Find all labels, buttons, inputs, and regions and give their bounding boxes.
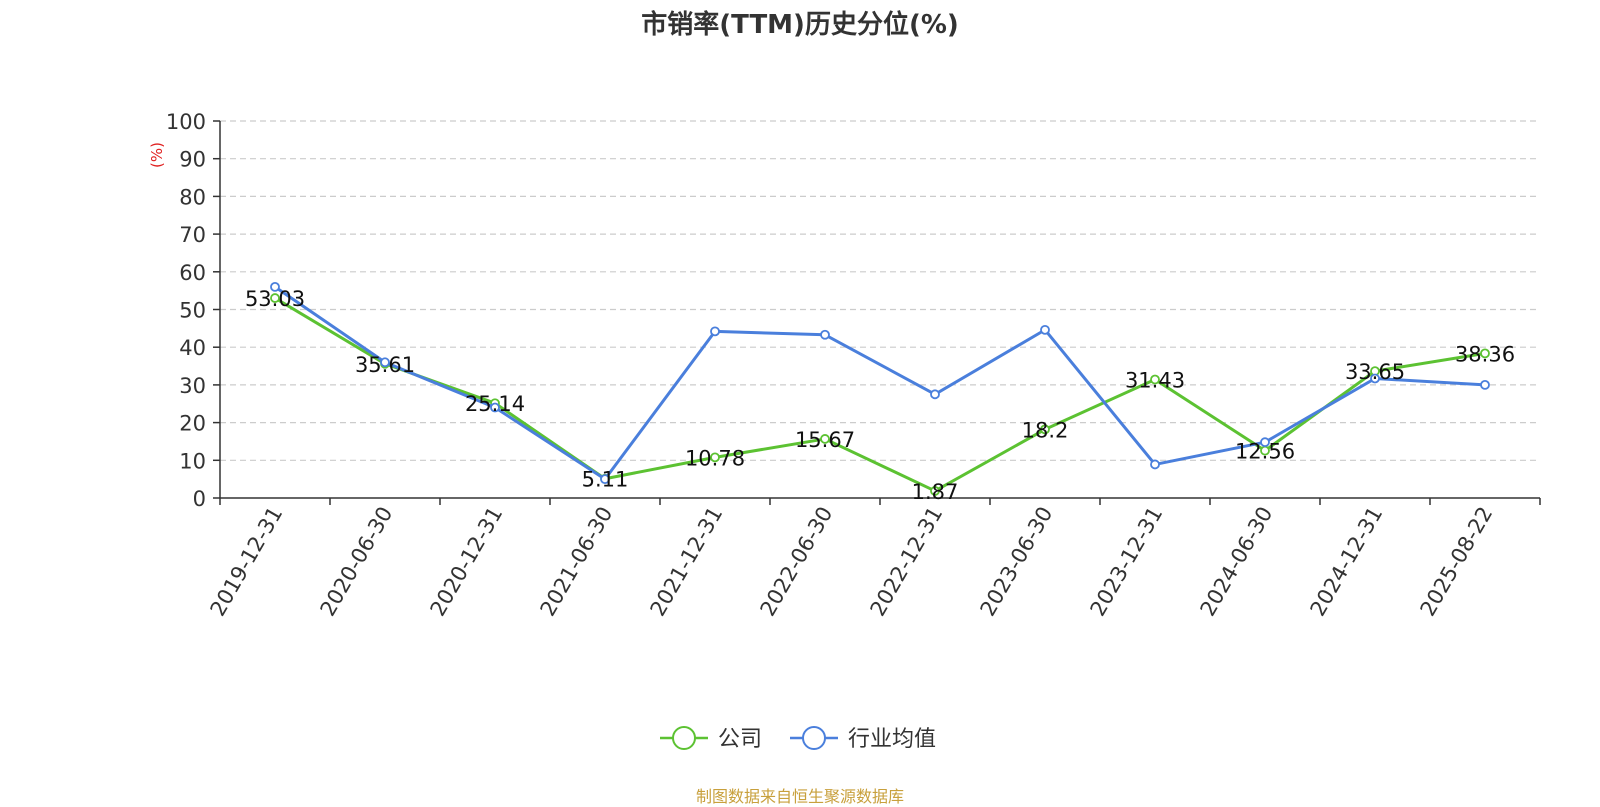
y-tick-label: 0 <box>193 487 206 511</box>
data-point[interactable] <box>490 402 500 413</box>
legend-marker <box>672 726 696 750</box>
data-label: 15.67 <box>795 428 855 452</box>
legend-label: 行业均值 <box>848 727 936 752</box>
legend-label: 公司 <box>718 727 762 752</box>
x-tick-label: 2021-12-31 <box>646 503 728 621</box>
x-tick-label: 2021-06-30 <box>536 503 618 621</box>
series-line-0 <box>274 296 1486 493</box>
data-point[interactable] <box>1370 373 1380 384</box>
data-point[interactable] <box>1480 379 1490 390</box>
y-tick-label: 100 <box>166 110 206 134</box>
gridlines <box>220 120 1540 461</box>
x-tick-label: 2019-12-31 <box>206 503 288 621</box>
data-label: 33.65 <box>1345 360 1405 384</box>
data-label: 35.61 <box>355 353 415 377</box>
data-point[interactable] <box>600 474 610 485</box>
data-point[interactable] <box>710 326 720 337</box>
y-axis: 0 10 20 30 40 50 60 70 80 90 100 <box>166 110 221 511</box>
y-tick-label: 40 <box>179 336 206 360</box>
data-point[interactable] <box>930 486 940 496</box>
x-tick-label: 2022-06-30 <box>756 503 838 621</box>
data-label: 1.87 <box>912 480 959 504</box>
data-label: 18.2 <box>1022 418 1069 442</box>
data-point[interactable] <box>710 452 720 463</box>
data-point[interactable] <box>380 357 390 368</box>
x-tick-label: 2022-12-31 <box>866 503 948 621</box>
x-tick-label: 2024-12-31 <box>1306 503 1388 621</box>
data-label: 38.36 <box>1455 342 1515 366</box>
data-label: 53.03 <box>245 287 305 311</box>
data-point[interactable] <box>1040 324 1050 335</box>
legend[interactable]: 公司 行业均值 <box>660 726 936 752</box>
data-labels: 53.03 35.61 25.14 5.11 10.78 15.67 1.87 18.2 31.… <box>245 287 1515 504</box>
data-point[interactable] <box>1150 459 1160 470</box>
x-tick-label: 2025-08-22 <box>1416 503 1498 621</box>
chart-title: 市销率(TTM)历史分位(%) <box>641 10 959 40</box>
y-tick-label: 60 <box>179 261 206 285</box>
data-label: 5.11 <box>582 468 629 492</box>
x-axis: 2019-12-31 2020-06-30 2020-12-31 2021-06-30… <box>206 497 1541 621</box>
series-group <box>270 281 1490 496</box>
y-tick-label: 70 <box>179 223 206 247</box>
x-tick-label: 2024-06-30 <box>1196 503 1278 621</box>
y-tick-label: 30 <box>179 374 206 398</box>
series-line-1 <box>274 285 1486 481</box>
legend-item-1[interactable]: 行业均值 <box>790 726 936 752</box>
y-tick-label: 50 <box>179 299 206 323</box>
y-tick-label: 80 <box>179 185 206 209</box>
y-tick-label: 90 <box>179 148 206 172</box>
y-tick-label: 10 <box>179 449 206 473</box>
data-label: 12.56 <box>1235 440 1295 464</box>
data-label: 31.43 <box>1125 369 1185 393</box>
y-axis-label: (%) <box>148 142 166 168</box>
x-tick-label: 2023-06-30 <box>976 503 1058 621</box>
x-tick-label: 2020-06-30 <box>316 503 398 621</box>
data-point[interactable] <box>1260 437 1270 448</box>
data-label: 10.78 <box>685 446 745 470</box>
y-tick-label: 20 <box>179 412 206 436</box>
legend-marker <box>802 726 826 750</box>
data-point[interactable] <box>1480 348 1490 359</box>
x-tick-label: 2020-12-31 <box>426 503 508 621</box>
legend-item-0[interactable]: 公司 <box>660 726 762 752</box>
data-point[interactable] <box>820 434 830 444</box>
data-label: 25.14 <box>465 392 525 416</box>
data-point[interactable] <box>270 293 280 303</box>
data-point[interactable] <box>1150 374 1160 385</box>
source-note: 制图数据来自恒生聚源数据库 <box>695 787 904 806</box>
data-point[interactable] <box>930 389 940 400</box>
data-point[interactable] <box>270 281 280 292</box>
data-point[interactable] <box>820 329 830 340</box>
data-point[interactable] <box>1040 424 1050 435</box>
x-tick-label: 2023-12-31 <box>1086 503 1168 621</box>
